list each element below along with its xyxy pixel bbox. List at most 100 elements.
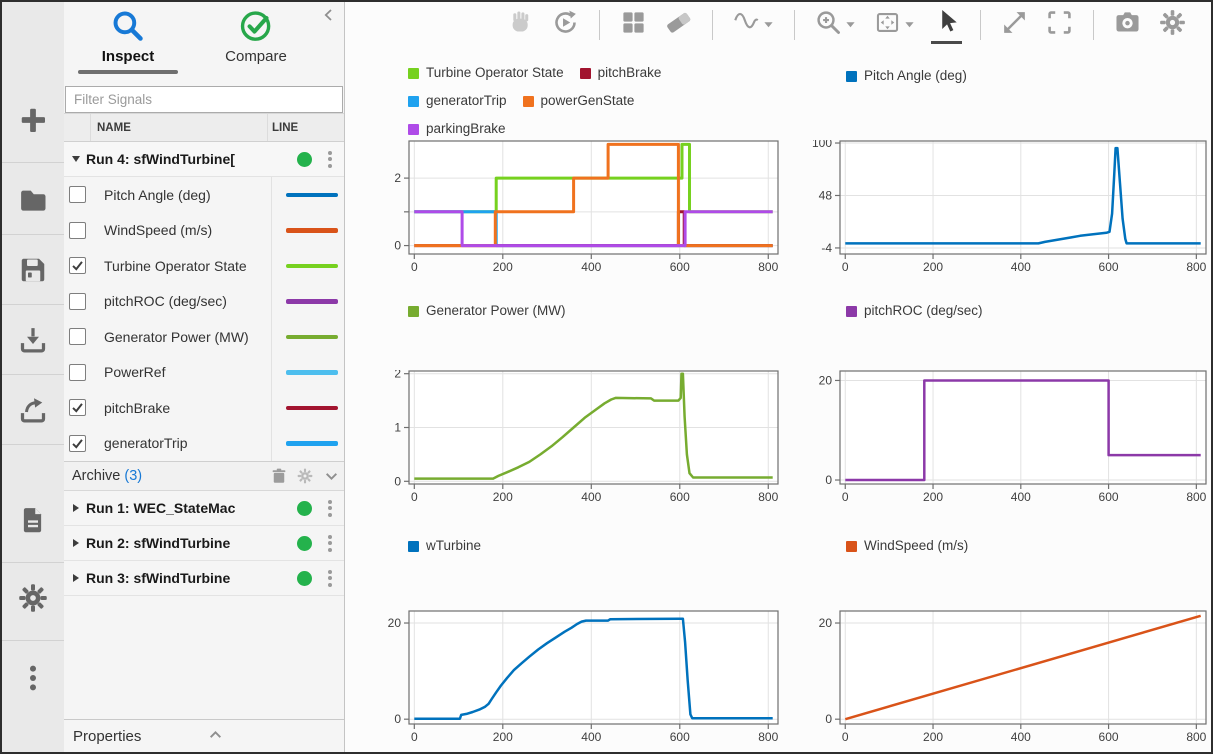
signal-checkbox[interactable] — [69, 186, 86, 203]
properties-chevron-up-icon — [199, 727, 334, 746]
signal-checkbox[interactable] — [69, 293, 86, 310]
signal-row[interactable]: PowerRef — [64, 355, 344, 391]
toolbar-button-expand-icon[interactable] — [999, 8, 1030, 42]
signal-row[interactable]: Pitch Angle (deg) — [64, 177, 344, 213]
expand-triangle-icon[interactable] — [73, 539, 79, 547]
sidebar-button-open-folder-icon[interactable] — [2, 180, 64, 224]
legend-item[interactable]: pitchROC (deg/sec) — [846, 297, 983, 325]
x-tick-label: 800 — [1186, 260, 1206, 274]
toolbar-button-pan-hand-icon[interactable] — [505, 8, 536, 42]
legend-item[interactable]: generatorTrip — [408, 87, 507, 115]
legend-label: Generator Power (MW) — [426, 297, 566, 325]
tab-inspect[interactable]: Inspect — [68, 6, 188, 74]
toolbar-separator — [712, 10, 713, 40]
x-tick-label: 600 — [1099, 730, 1119, 744]
signal-checkbox[interactable] — [69, 435, 86, 452]
y-tick-label: 1 — [394, 421, 401, 435]
archive-trash-icon[interactable] — [266, 465, 292, 487]
chart-legend: pitchROC (deg/sec) — [846, 297, 1196, 325]
x-tick-label: 800 — [758, 260, 778, 274]
y-tick-label: 0 — [825, 712, 832, 726]
legend-item[interactable]: Generator Power (MW) — [408, 297, 566, 325]
toolbar-button-zoom-in-icon[interactable] — [813, 8, 858, 42]
signal-list: Pitch Angle (deg) WindSpeed (m/s) Turbin… — [64, 177, 344, 461]
signal-row[interactable]: generatorTrip — [64, 426, 344, 462]
signal-row[interactable]: pitchBrake — [64, 390, 344, 426]
archive-header[interactable]: Archive (3) — [64, 461, 344, 491]
legend-item[interactable]: parkingBrake — [408, 115, 506, 143]
sidebar-button-import-icon[interactable] — [2, 320, 64, 364]
toolbar-button-fit-to-view-icon[interactable] — [872, 8, 917, 42]
toolbar-button-pointer-icon[interactable] — [931, 7, 962, 44]
archive-gear-icon[interactable] — [292, 465, 318, 487]
run-row-current[interactable]: Run 4: sfWindTurbine[ — [64, 142, 344, 177]
tab-compare-label: Compare — [196, 46, 316, 65]
signal-checkbox[interactable] — [69, 364, 86, 381]
archive-chevron-down-icon[interactable] — [318, 465, 344, 487]
expand-triangle-icon[interactable] — [73, 504, 79, 512]
legend-color-chip — [523, 96, 534, 107]
legend-item[interactable]: wTurbine — [408, 532, 481, 560]
signal-checkbox[interactable] — [69, 399, 86, 416]
signal-line-swatch — [286, 406, 338, 411]
sidebar-button-save-icon[interactable] — [2, 250, 64, 294]
chart-plot[interactable]: 0200400600800020 — [379, 610, 794, 747]
legend-item[interactable]: Turbine Operator State — [408, 59, 564, 87]
run-kebab-menu-icon[interactable] — [322, 497, 338, 519]
y-tick-label: 2 — [394, 370, 401, 381]
run-kebab-menu-icon[interactable] — [322, 567, 338, 589]
toolbar-button-eraser-icon[interactable] — [663, 8, 694, 42]
signal-checkbox[interactable] — [69, 257, 86, 274]
signal-checkbox[interactable] — [69, 222, 86, 239]
toolbar-button-snapshot-camera-icon[interactable] — [1112, 8, 1143, 42]
legend-item[interactable]: powerGenState — [523, 87, 635, 115]
sidebar-button-export-icon[interactable] — [2, 390, 64, 434]
expand-triangle-icon[interactable] — [72, 156, 80, 162]
sidebar-button-report-icon[interactable] — [2, 500, 64, 544]
expand-triangle-icon[interactable] — [73, 574, 79, 582]
toolbar-button-replay-icon[interactable] — [550, 8, 581, 42]
x-tick-label: 400 — [1011, 260, 1031, 274]
chart-plot[interactable]: 0200400600800020 — [810, 370, 1213, 507]
chart-legend: wTurbine — [408, 532, 758, 560]
signal-row[interactable]: Generator Power (MW) — [64, 319, 344, 355]
legend-item[interactable]: WindSpeed (m/s) — [846, 532, 968, 560]
signal-row[interactable]: WindSpeed (m/s) — [64, 213, 344, 249]
filter-signals-input[interactable] — [65, 86, 343, 113]
legend-item[interactable]: pitchBrake — [580, 59, 662, 87]
signal-row[interactable]: Turbine Operator State — [64, 248, 344, 284]
run-status-dot — [297, 152, 312, 167]
chart-plot[interactable]: 0200400600800020 — [810, 610, 1213, 747]
tab-compare[interactable]: Compare — [196, 6, 316, 65]
toolbar-button-signal-wave-icon[interactable] — [731, 8, 776, 42]
archive-run-row[interactable]: Run 3: sfWindTurbine — [64, 561, 344, 596]
legend-color-chip — [408, 541, 419, 552]
archive-run-row[interactable]: Run 2: sfWindTurbine — [64, 526, 344, 561]
chart-plot[interactable]: 0200400600800012 — [379, 370, 794, 507]
legend-item[interactable]: Pitch Angle (deg) — [846, 62, 967, 90]
x-tick-label: 0 — [842, 490, 849, 504]
collapse-panel-chevron-left-icon[interactable] — [322, 8, 338, 24]
archive-run-row[interactable]: Run 1: WEC_StateMac — [64, 491, 344, 526]
signal-row[interactable]: pitchROC (deg/sec) — [64, 284, 344, 320]
x-tick-label: 200 — [923, 260, 943, 274]
sidebar-button-add-icon[interactable] — [2, 100, 64, 144]
toolbar-button-layout-grid-icon[interactable] — [618, 8, 649, 42]
caret-down-icon[interactable] — [904, 16, 915, 34]
signal-checkbox[interactable] — [69, 328, 86, 345]
sidebar-separator — [2, 374, 64, 375]
x-tick-label: 0 — [411, 490, 418, 504]
properties-bar[interactable]: Properties — [64, 719, 344, 752]
sidebar-button-more-kebab-icon[interactable] — [2, 658, 64, 702]
report-icon — [18, 505, 48, 540]
toolbar-button-settings-gear-icon[interactable] — [1157, 8, 1188, 42]
sidebar-button-preferences-gear-icon[interactable] — [2, 578, 64, 622]
run-kebab-menu-icon[interactable] — [322, 532, 338, 554]
caret-down-icon[interactable] — [763, 16, 774, 34]
toolbar-button-fullscreen-icon[interactable] — [1044, 8, 1075, 42]
y-tick-label: 0 — [394, 712, 401, 726]
chart-plot[interactable]: 0200400600800-448100 — [810, 140, 1213, 277]
run-kebab-menu-icon[interactable] — [322, 148, 338, 170]
caret-down-icon[interactable] — [845, 16, 856, 34]
chart-plot[interactable]: 020040060080002 — [379, 140, 794, 277]
